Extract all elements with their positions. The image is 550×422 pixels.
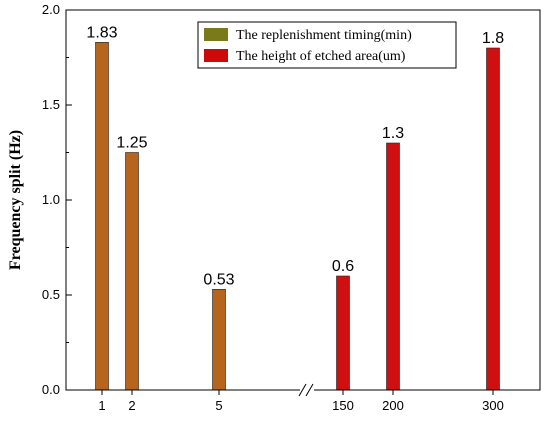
bar	[212, 288, 226, 391]
x-tick-label: 1	[98, 398, 105, 413]
legend-box	[197, 21, 457, 69]
y-tick-label: 1.5	[42, 97, 60, 112]
value-labels: 1.83 1.25 0.53 0.6 1.3 1.8	[86, 24, 504, 288]
bars	[95, 41, 500, 391]
y-tick-label: 0.0	[42, 382, 60, 397]
axis-break-slash	[298, 383, 307, 397]
bar-value-label: 0.6	[332, 258, 354, 275]
y-tick-label: 0.5	[42, 287, 60, 302]
legend: The replenishment timing(min) The height …	[197, 21, 457, 69]
bar	[336, 275, 350, 391]
legend-swatch	[204, 28, 228, 41]
tick-labels: 0.0 0.5 1.0 1.5 2.0 1 2 5 150 200 300	[42, 2, 504, 413]
legend-swatch	[204, 49, 228, 62]
y-axis-title: Frequency split (Hz)	[7, 130, 24, 270]
axis-break-slash	[305, 383, 314, 397]
bar	[125, 152, 139, 391]
x-tick-label: 300	[482, 398, 504, 413]
y-tick-label: 2.0	[42, 2, 60, 17]
axis-break-gap	[300, 386, 314, 395]
y-tick-label: 1.0	[42, 192, 60, 207]
bar	[386, 142, 400, 391]
axis-break	[298, 383, 314, 397]
bar-value-label: 0.53	[203, 271, 234, 288]
bar-value-label: 1.83	[86, 24, 117, 41]
x-tick-label: 2	[128, 398, 135, 413]
legend-label: The replenishment timing(min)	[236, 28, 412, 43]
x-tick-label: 5	[215, 398, 222, 413]
bar-value-label: 1.3	[382, 125, 404, 142]
legend-label: The height of etched area(um)	[236, 49, 406, 64]
bar	[95, 41, 109, 391]
bar-value-label: 1.25	[116, 135, 147, 152]
x-tick-label: 200	[382, 398, 404, 413]
bar-value-label: 1.8	[482, 30, 504, 47]
x-tick-label: 150	[332, 398, 354, 413]
bar	[486, 47, 500, 391]
